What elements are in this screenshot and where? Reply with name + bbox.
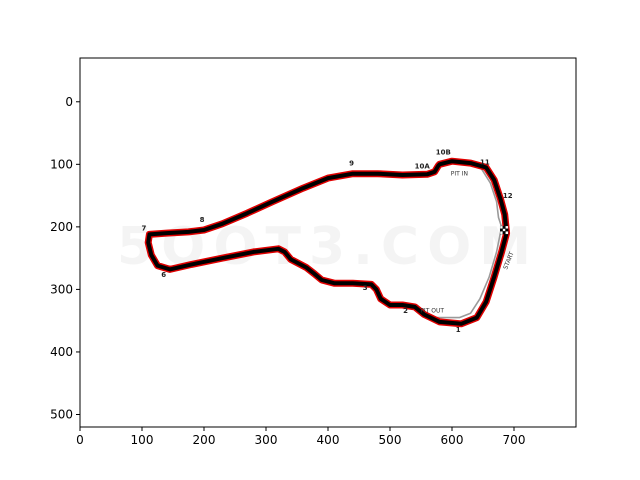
x-tick-label: 400 (317, 433, 340, 447)
x-tick-label: 100 (131, 433, 154, 447)
x-tick-label: 0 (76, 433, 84, 447)
y-tick-label: 0 (65, 95, 73, 109)
checker-square (505, 231, 509, 235)
y-tick-label: 100 (50, 157, 73, 171)
corner-label: 3 (363, 284, 368, 292)
track-layer (144, 157, 511, 328)
checker-square (499, 228, 503, 232)
y-tick-label: 200 (50, 220, 73, 234)
x-tick-label: 600 (441, 433, 464, 447)
pit-lane-line (436, 168, 503, 319)
track-annotation: PIT OUT (420, 308, 444, 315)
y-tick-label: 300 (50, 282, 73, 296)
y-axis: 0 100 200 300 400 500 (50, 95, 80, 421)
checker-square (502, 225, 506, 229)
y-tick-label: 400 (50, 345, 73, 359)
corner-label: 2 (403, 307, 408, 315)
corner-label: 11 (480, 158, 490, 166)
corner-label: 10B (436, 148, 451, 156)
x-axis: 0 100 200 300 400 500 600 700 (76, 427, 525, 447)
corner-label: 8 (200, 216, 205, 224)
corner-label: 6 (161, 271, 166, 279)
checker-square (499, 231, 503, 235)
checker-square (502, 228, 506, 232)
x-tick-label: 200 (193, 433, 216, 447)
start-finish-marker (499, 225, 509, 235)
x-tick-label: 300 (255, 433, 278, 447)
y-tick-label: 500 (50, 407, 73, 421)
corner-label: 7 (141, 225, 146, 233)
corner-label: 10A (415, 163, 431, 171)
track-racing-line (146, 159, 509, 326)
x-tick-label: 700 (503, 433, 526, 447)
checker-square (499, 225, 503, 229)
checker-square (505, 225, 509, 229)
plot-area (80, 58, 576, 427)
track-annotation: PIT IN (451, 171, 468, 178)
checker-square (502, 231, 506, 235)
corner-label: 12 (503, 192, 513, 200)
corner-label: 9 (349, 160, 354, 168)
corner-label: 1 (456, 326, 461, 334)
pit-lane-layer (436, 168, 503, 319)
x-tick-label: 500 (379, 433, 402, 447)
checker-square (505, 228, 509, 232)
